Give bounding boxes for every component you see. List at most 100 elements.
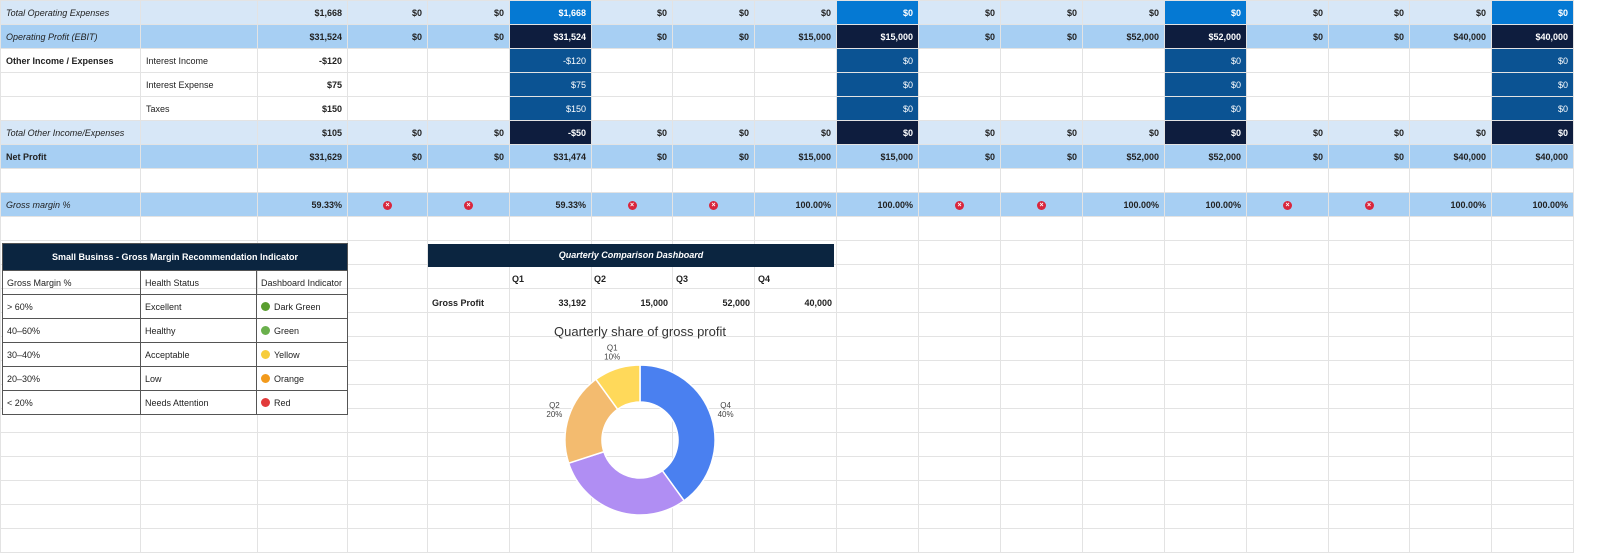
quarter-cell[interactable]: $0 [1328, 24, 1410, 49]
empty-cell[interactable] [1164, 480, 1247, 505]
empty-cell[interactable] [1491, 216, 1574, 241]
empty-cell[interactable] [140, 432, 258, 457]
quarter-cell[interactable] [591, 168, 673, 193]
quarter-cell[interactable]: $0 [1328, 144, 1410, 169]
row-sublabel[interactable]: Interest Expense [140, 72, 258, 97]
empty-cell[interactable] [1246, 384, 1329, 409]
donut-slice-q4[interactable] [639, 364, 716, 502]
empty-cell[interactable] [754, 384, 837, 409]
empty-cell[interactable] [1000, 480, 1083, 505]
empty-cell[interactable] [591, 336, 673, 361]
quarter-cell[interactable] [836, 168, 919, 193]
empty-cell[interactable] [1409, 360, 1492, 385]
empty-cell[interactable] [754, 408, 837, 433]
empty-cell[interactable] [1246, 528, 1329, 553]
quarter-cell[interactable] [1082, 96, 1165, 121]
empty-cell[interactable] [347, 216, 428, 241]
quarter-cell[interactable] [427, 48, 510, 73]
empty-cell[interactable] [1491, 528, 1574, 553]
empty-cell[interactable] [1082, 504, 1165, 529]
row-total[interactable]: $75 [257, 72, 348, 97]
empty-cell[interactable] [754, 312, 837, 337]
empty-cell[interactable] [1328, 216, 1410, 241]
quarter-cell[interactable]: $0 [1409, 0, 1492, 25]
quarter-cell[interactable]: $0 [1000, 24, 1083, 49]
empty-cell[interactable] [1082, 312, 1165, 337]
quarter-cell[interactable]: $40,000 [1409, 24, 1492, 49]
empty-cell[interactable] [1409, 288, 1492, 313]
empty-cell[interactable] [257, 216, 348, 241]
empty-cell[interactable] [1409, 216, 1492, 241]
quarter-cell[interactable]: $0 [1328, 0, 1410, 25]
empty-cell[interactable] [0, 456, 141, 481]
quarter-cell[interactable]: $0 [1164, 96, 1247, 121]
quarter-cell[interactable]: × [1328, 192, 1410, 217]
quarter-cell[interactable] [509, 168, 592, 193]
empty-cell[interactable] [509, 528, 592, 553]
empty-cell[interactable] [509, 216, 592, 241]
empty-cell[interactable] [1000, 336, 1083, 361]
empty-cell[interactable] [1328, 504, 1410, 529]
quarter-cell[interactable] [1328, 72, 1410, 97]
quarter-cell[interactable]: $0 [918, 120, 1001, 145]
empty-cell[interactable] [1164, 240, 1247, 265]
quarter-cell[interactable] [427, 168, 510, 193]
quarter-cell[interactable]: -$50 [509, 120, 592, 145]
quarter-cell[interactable]: $0 [918, 0, 1001, 25]
quarter-cell[interactable]: $0 [1000, 120, 1083, 145]
empty-cell[interactable] [1164, 456, 1247, 481]
empty-cell[interactable] [347, 360, 428, 385]
empty-cell[interactable] [347, 312, 428, 337]
empty-cell[interactable] [1491, 360, 1574, 385]
quarter-cell[interactable] [672, 168, 755, 193]
row-sublabel[interactable] [140, 24, 258, 49]
empty-cell[interactable] [1491, 384, 1574, 409]
quarter-cell[interactable] [1409, 96, 1492, 121]
quarter-cell[interactable] [1164, 168, 1247, 193]
empty-cell[interactable] [347, 408, 428, 433]
empty-cell[interactable] [1000, 528, 1083, 553]
empty-cell[interactable] [427, 312, 510, 337]
empty-cell[interactable] [918, 312, 1001, 337]
empty-cell[interactable] [836, 528, 919, 553]
empty-cell[interactable] [754, 360, 837, 385]
row-label[interactable] [0, 168, 141, 193]
empty-cell[interactable] [1082, 408, 1165, 433]
quarter-cell[interactable]: × [427, 192, 510, 217]
empty-cell[interactable] [1164, 360, 1247, 385]
row-label[interactable]: Operating Profit (EBIT) [0, 24, 141, 49]
empty-cell[interactable] [347, 456, 428, 481]
quarter-cell[interactable]: $15,000 [754, 24, 837, 49]
quarter-cell[interactable]: $0 [591, 24, 673, 49]
empty-cell[interactable] [836, 240, 919, 265]
empty-cell[interactable] [0, 528, 141, 553]
quarter-cell[interactable] [1246, 48, 1329, 73]
empty-cell[interactable] [1246, 216, 1329, 241]
empty-cell[interactable] [836, 360, 919, 385]
quarter-cell[interactable] [754, 72, 837, 97]
empty-cell[interactable] [1082, 432, 1165, 457]
row-label[interactable]: Gross margin % [0, 192, 141, 217]
row-label[interactable]: Other Income / Expenses [0, 48, 141, 73]
empty-cell[interactable] [1409, 384, 1492, 409]
empty-cell[interactable] [754, 216, 837, 241]
quarter-cell[interactable] [1000, 48, 1083, 73]
empty-cell[interactable] [1409, 264, 1492, 289]
empty-cell[interactable] [1000, 288, 1083, 313]
empty-cell[interactable] [1409, 408, 1492, 433]
empty-cell[interactable] [257, 504, 348, 529]
empty-cell[interactable] [1409, 312, 1492, 337]
quarter-cell[interactable]: 100.00% [836, 192, 919, 217]
quarter-cell[interactable] [347, 48, 428, 73]
quarter-cell[interactable]: $0 [1164, 120, 1247, 145]
row-total[interactable]: $1,668 [257, 0, 348, 25]
quarter-cell[interactable] [427, 72, 510, 97]
empty-cell[interactable] [591, 528, 673, 553]
row-total[interactable] [257, 168, 348, 193]
empty-cell[interactable] [427, 480, 510, 505]
quarter-cell[interactable]: $0 [1246, 24, 1329, 49]
empty-cell[interactable] [427, 360, 510, 385]
quarter-cell[interactable] [1328, 96, 1410, 121]
quarter-cell[interactable]: $0 [591, 120, 673, 145]
empty-cell[interactable] [1164, 504, 1247, 529]
